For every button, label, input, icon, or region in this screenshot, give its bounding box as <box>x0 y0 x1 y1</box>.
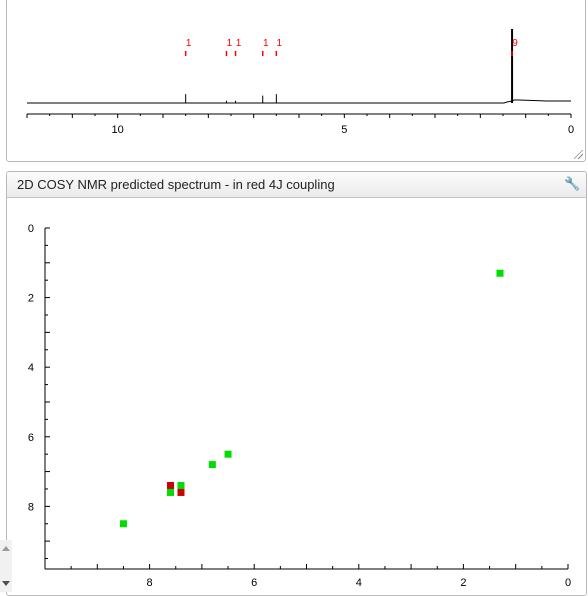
peak-integral-label: 1 <box>227 38 233 49</box>
x-tick-label: 10 <box>112 124 124 136</box>
scroll-up-arrow-icon[interactable] <box>2 546 10 551</box>
peak-integral-label: 1 <box>186 38 192 49</box>
y-tick-label: 6 <box>28 432 34 444</box>
cosy-peak <box>167 488 175 496</box>
cosy-peak <box>208 461 216 469</box>
x-tick-label: 6 <box>251 577 257 589</box>
y-tick-label: 2 <box>28 293 34 305</box>
x-tick-label: 5 <box>341 124 347 136</box>
cosy-peak <box>224 450 232 458</box>
x-tick-label: 8 <box>147 577 153 589</box>
cosy-peak <box>119 520 127 528</box>
vertical-scrollbar[interactable] <box>0 540 12 592</box>
y-tick-label: 4 <box>28 362 34 374</box>
scroll-down-arrow-icon[interactable] <box>2 581 10 586</box>
panel-title: 2D COSY NMR predicted spectrum - in red … <box>17 177 335 192</box>
cosy-2d-chart: 0 2 4 6 8 8 6 4 2 0 <box>28 223 571 589</box>
peak-integral-label: 9 <box>512 38 518 49</box>
peak-integral-label: 1 <box>236 38 242 49</box>
x-tick-label: 0 <box>568 124 574 136</box>
cosy-4j-cross-peak <box>177 488 185 496</box>
x-tick-label: 2 <box>460 577 466 589</box>
cosy-panel-header: 2D COSY NMR predicted spectrum - in red … <box>7 172 586 198</box>
peak-integral-label: 1 <box>263 38 269 49</box>
peak-integral-label: 1 <box>277 38 283 49</box>
x-tick-label: 0 <box>565 577 571 589</box>
cosy-4j-cross-peak <box>167 481 175 489</box>
cosy-panel: 2D COSY NMR predicted spectrum - in red … <box>6 171 587 596</box>
cosy-peak <box>177 481 185 489</box>
y-tick-label: 8 <box>28 501 34 513</box>
resize-grip-icon[interactable] <box>574 150 583 159</box>
1d-spectrum-panel: 1 1 1 1 1 9 10 5 0 <box>6 0 586 162</box>
cosy-peak <box>496 269 504 277</box>
spectrum-baseline-tail <box>503 99 571 104</box>
y-tick-label: 0 <box>28 223 34 235</box>
wrench-icon[interactable]: 🔧 <box>564 176 581 191</box>
1d-nmr-spectrum-chart: 1 1 1 1 1 910 5 0 <box>26 29 574 136</box>
x-tick-label: 4 <box>356 577 362 589</box>
